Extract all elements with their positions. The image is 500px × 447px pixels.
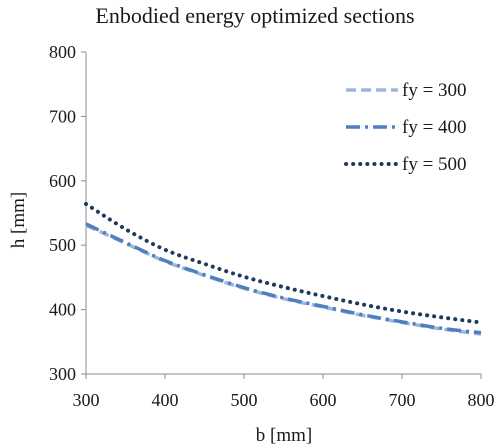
x-tick-label: 700 <box>389 390 416 410</box>
x-tick-label: 300 <box>73 390 100 410</box>
chart-title: Enbodied energy optimized sections <box>95 3 414 28</box>
y-tick-label: 500 <box>49 235 76 255</box>
y-tick-label: 600 <box>49 171 76 191</box>
series-line-3 <box>84 201 483 325</box>
series-line-2 <box>85 222 482 335</box>
y-axis-label: h [mm] <box>8 192 29 248</box>
legend-label-1: fy = 300 <box>402 80 467 101</box>
x-tick-label: 800 <box>468 390 495 410</box>
y-tick-label: 300 <box>49 364 76 384</box>
y-tick-label: 400 <box>49 300 76 320</box>
y-tick-label: 700 <box>49 106 76 126</box>
legend-label-2: fy = 400 <box>402 117 467 138</box>
series-line-1 <box>85 223 482 336</box>
legend-label-3: fy = 500 <box>402 154 467 175</box>
x-tick-label: 600 <box>310 390 337 410</box>
series-layer <box>84 201 483 336</box>
y-tick-label: 800 <box>49 42 76 62</box>
axes: 300 400 500 600 700 800 300 400 500 600 700 800 <box>49 42 495 410</box>
legend: fy = 300 fy = 400 fy = 500 <box>344 80 467 175</box>
x-axis-label: b [mm] <box>256 425 312 446</box>
x-tick-label: 500 <box>231 390 258 410</box>
x-tick-label: 400 <box>152 390 179 410</box>
